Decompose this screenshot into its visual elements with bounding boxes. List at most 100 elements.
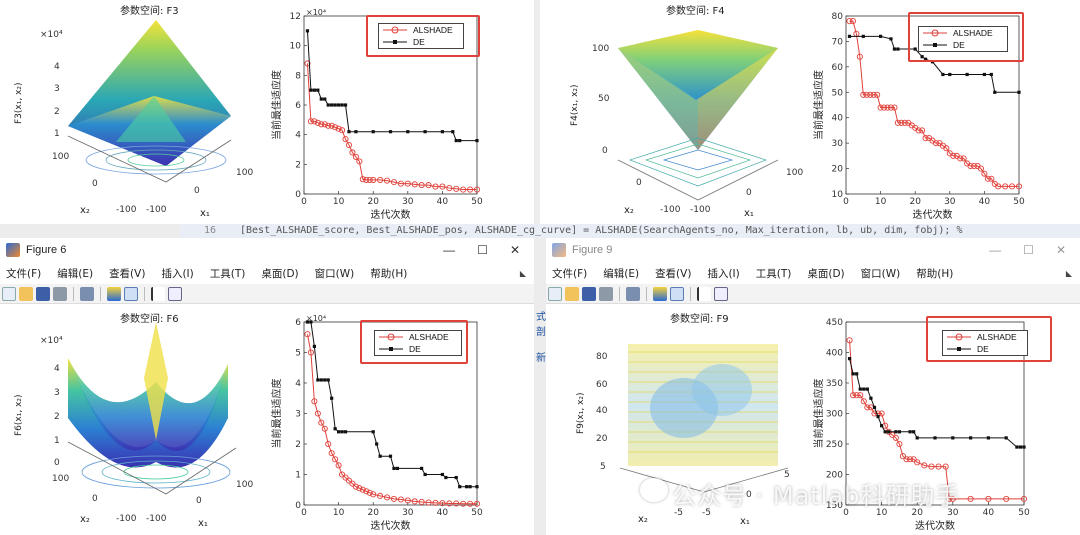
minimize-button[interactable]: — — [989, 243, 1002, 257]
z-tick: 2 — [54, 107, 60, 117]
data-point-alshade — [321, 121, 328, 128]
menu-desktop[interactable]: 桌面(D) — [261, 267, 299, 280]
menu-edit[interactable]: 编辑(E) — [603, 267, 640, 280]
menu-file[interactable]: 文件(F) — [552, 267, 588, 280]
z-tick: 20 — [596, 434, 608, 444]
colorbar-icon[interactable] — [653, 286, 667, 301]
menu-tools[interactable]: 工具(T) — [755, 267, 792, 280]
data-point-alshade — [867, 91, 874, 98]
save-icon[interactable] — [582, 286, 596, 301]
x1-tick: 0 — [196, 496, 202, 506]
legend-icon[interactable] — [124, 286, 138, 301]
data-point-de — [330, 396, 334, 400]
open-file-icon[interactable] — [565, 286, 579, 301]
property-editor-icon[interactable] — [168, 286, 182, 301]
menu-overflow-icon[interactable]: ◣ — [1065, 268, 1072, 278]
y-tick-label: 6 — [295, 318, 301, 328]
close-button[interactable]: ✕ — [1055, 243, 1066, 257]
menu-window[interactable]: 窗口(W) — [314, 267, 355, 280]
data-point-alshade — [932, 140, 940, 147]
data-point-de — [465, 485, 469, 489]
print-icon[interactable] — [53, 286, 67, 301]
y-tick-label: 12 — [290, 12, 301, 22]
data-point-alshade — [887, 104, 895, 111]
pointer-icon[interactable] — [151, 286, 165, 301]
legend-icon[interactable] — [670, 286, 684, 301]
new-figure-icon[interactable] — [548, 286, 562, 301]
legend-alshade: ALSHADE — [413, 25, 453, 35]
data-point-alshade — [473, 186, 481, 193]
data-point-alshade — [397, 496, 404, 503]
data-point-alshade — [860, 91, 867, 98]
save-icon[interactable] — [36, 286, 50, 301]
z-tick: 1 — [54, 129, 60, 139]
x-tick-label: 40 — [437, 508, 449, 518]
y-tick-label: 1 — [295, 471, 301, 481]
z-tick: 4 — [54, 62, 60, 72]
z-tick: 3 — [54, 84, 60, 94]
data-point-alshade — [383, 177, 391, 184]
data-point-alshade — [863, 91, 870, 98]
menu-insert[interactable]: 插入(I) — [707, 267, 740, 280]
menu-overflow-icon[interactable]: ◣ — [519, 268, 526, 278]
data-point-de — [883, 430, 887, 434]
legend-alshade: ALSHADE — [953, 28, 993, 38]
data-point-alshade — [328, 450, 335, 457]
menu-file[interactable]: 文件(F) — [6, 267, 42, 280]
x1-tick: 0 — [746, 490, 752, 500]
colorbar-icon[interactable] — [107, 286, 121, 301]
figure-6-window: Figure 6 — ☐ ✕ 文件(F) 编辑(E) 查看(V) 插入(I) 工… — [0, 238, 534, 535]
property-editor-icon[interactable] — [714, 286, 728, 301]
data-point-alshade — [984, 175, 991, 182]
data-point-alshade — [352, 153, 359, 160]
data-point-alshade — [307, 118, 314, 125]
menu-help[interactable]: 帮助(H) — [370, 267, 408, 280]
data-point-alshade — [864, 404, 871, 411]
figure-f3-panel: 参数空间: F3 ×10⁴ F3(x₁, x₂) 4 3 2 1 100 0 -… — [0, 0, 534, 224]
menu-edit[interactable]: 编辑(E) — [57, 267, 94, 280]
z-tick: 1 — [54, 436, 60, 446]
link-plot-icon[interactable] — [80, 286, 94, 301]
legend: ALSHADE DE — [378, 23, 464, 49]
minimize-button[interactable]: — — [443, 243, 456, 257]
y-axis-label: 当前最佳适应度 — [812, 70, 825, 140]
pointer-icon[interactable] — [697, 286, 711, 301]
print-icon[interactable] — [599, 286, 613, 301]
x2-tick: 0 — [92, 494, 98, 504]
data-point-de — [897, 430, 901, 434]
menu-window[interactable]: 窗口(W) — [860, 267, 901, 280]
data-point-alshade — [460, 186, 467, 193]
window-titlebar[interactable]: Figure 9 — ☐ ✕ — [546, 238, 1080, 262]
data-point-alshade — [370, 176, 377, 183]
open-file-icon[interactable] — [19, 286, 33, 301]
surface-title: 参数空间: F4 — [666, 6, 725, 17]
y-axis-label: 当前最佳适应度 — [270, 379, 283, 449]
maximize-button[interactable]: ☐ — [1023, 243, 1034, 257]
z-label: F6(x₁, x₂) — [14, 394, 24, 436]
data-point-alshade — [314, 119, 321, 126]
data-point-de — [312, 88, 316, 92]
menu-desktop[interactable]: 桌面(D) — [807, 267, 845, 280]
z-exponent: ×10⁴ — [40, 30, 63, 40]
data-point-alshade — [349, 149, 356, 156]
data-point-alshade — [473, 500, 481, 507]
link-plot-icon[interactable] — [626, 286, 640, 301]
data-point-alshade — [349, 480, 356, 487]
z-tick: 0 — [602, 146, 608, 156]
data-point-de — [319, 378, 323, 382]
data-point-alshade — [892, 434, 899, 441]
new-figure-icon[interactable] — [2, 286, 16, 301]
window-titlebar[interactable]: Figure 6 — ☐ ✕ — [0, 238, 534, 262]
menu-tools[interactable]: 工具(T) — [209, 267, 246, 280]
menu-insert[interactable]: 插入(I) — [161, 267, 194, 280]
maximize-button[interactable]: ☐ — [477, 243, 488, 257]
menu-help[interactable]: 帮助(H) — [916, 267, 954, 280]
data-point-alshade — [846, 337, 853, 344]
data-point-alshade — [850, 392, 857, 399]
close-button[interactable]: ✕ — [509, 243, 520, 257]
menu-view[interactable]: 查看(V) — [109, 267, 146, 280]
data-point-alshade — [877, 104, 884, 111]
menu-view[interactable]: 查看(V) — [655, 267, 692, 280]
x-tick-label: 10 — [876, 508, 888, 518]
data-point-de — [851, 372, 855, 376]
